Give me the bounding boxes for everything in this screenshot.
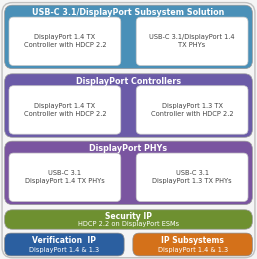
Text: IP Subsystems: IP Subsystems — [161, 236, 224, 245]
Text: DisplayPort PHYs: DisplayPort PHYs — [89, 144, 168, 153]
FancyBboxPatch shape — [5, 74, 252, 137]
Text: HDCP 2.2 on DisplayPort ESMs: HDCP 2.2 on DisplayPort ESMs — [78, 221, 179, 227]
Text: Security IP: Security IP — [105, 212, 152, 220]
FancyBboxPatch shape — [9, 17, 121, 66]
Text: DisplayPort 1.3 TX
Controller with HDCP 2.2: DisplayPort 1.3 TX Controller with HDCP … — [151, 103, 233, 117]
FancyBboxPatch shape — [5, 141, 252, 205]
Text: DisplayPort 1.4 & 1.3: DisplayPort 1.4 & 1.3 — [29, 247, 99, 253]
FancyBboxPatch shape — [9, 86, 121, 134]
Text: DisplayPort 1.4 TX
Controller with HDCP 2.2: DisplayPort 1.4 TX Controller with HDCP … — [24, 34, 106, 48]
FancyBboxPatch shape — [136, 17, 248, 66]
Text: DisplayPort 1.4 & 1.3: DisplayPort 1.4 & 1.3 — [158, 247, 228, 253]
FancyBboxPatch shape — [5, 210, 252, 229]
FancyBboxPatch shape — [136, 153, 248, 202]
Text: USB-C 3.1
DisplayPort 1.4 TX PHYs: USB-C 3.1 DisplayPort 1.4 TX PHYs — [25, 170, 105, 184]
FancyBboxPatch shape — [9, 153, 121, 202]
FancyBboxPatch shape — [5, 5, 252, 69]
Text: USB-C 3.1/DisplayPort Subsystem Solution: USB-C 3.1/DisplayPort Subsystem Solution — [32, 8, 225, 17]
FancyBboxPatch shape — [2, 3, 255, 258]
FancyBboxPatch shape — [133, 233, 252, 256]
Text: USB-C 3.1/DisplayPort 1.4
TX PHYs: USB-C 3.1/DisplayPort 1.4 TX PHYs — [149, 34, 235, 48]
FancyBboxPatch shape — [5, 233, 124, 256]
Text: DisplayPort 1.4 TX
Controller with HDCP 2.2: DisplayPort 1.4 TX Controller with HDCP … — [24, 103, 106, 117]
Text: Verification  IP: Verification IP — [32, 236, 96, 245]
Text: DisplayPort Controllers: DisplayPort Controllers — [76, 77, 181, 85]
FancyBboxPatch shape — [136, 86, 248, 134]
Text: USB-C 3.1
DisplayPort 1.3 TX PHYs: USB-C 3.1 DisplayPort 1.3 TX PHYs — [152, 170, 232, 184]
